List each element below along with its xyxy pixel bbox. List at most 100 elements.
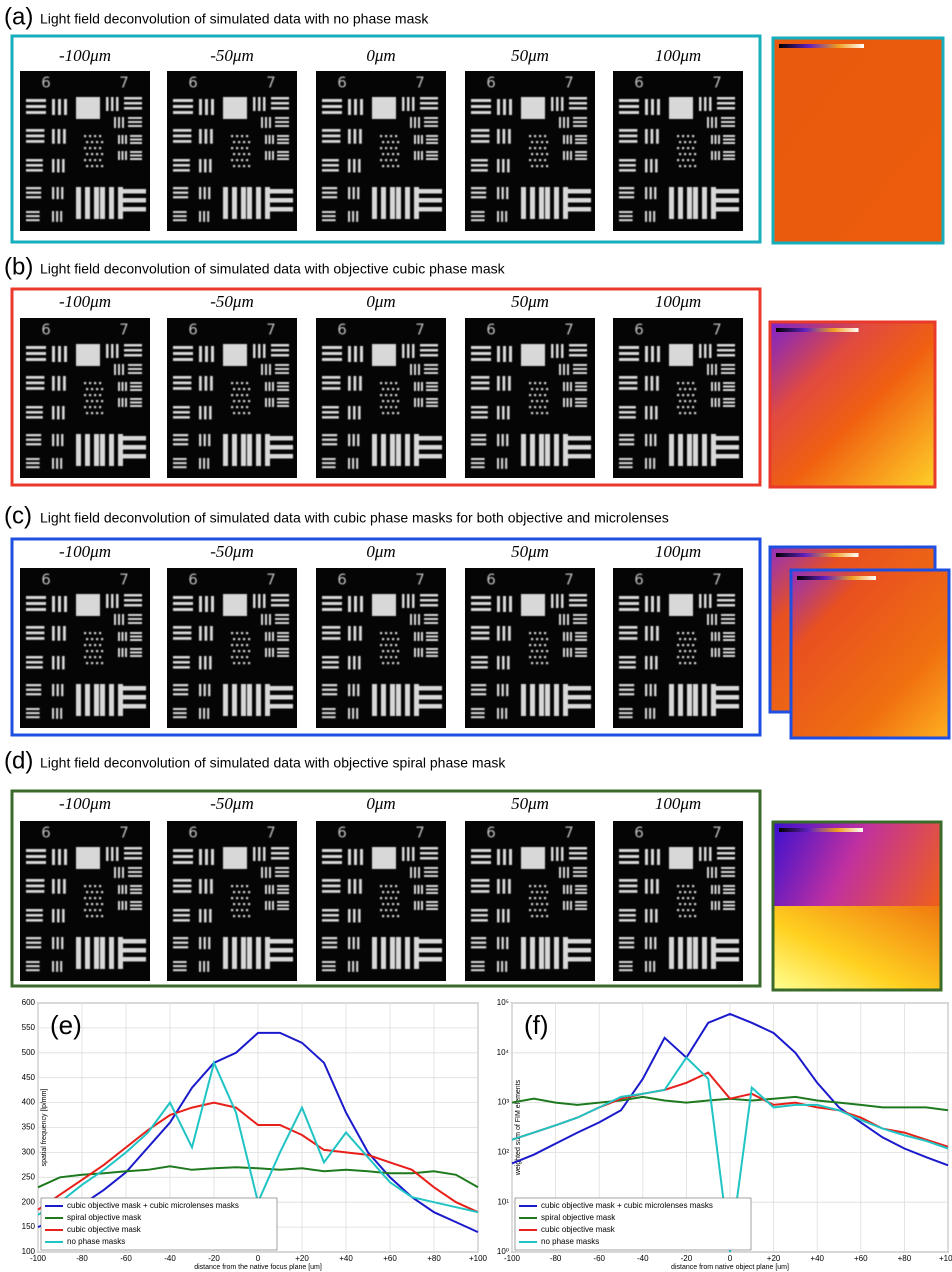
bar-pattern [503,849,506,865]
dot-pattern [241,406,243,408]
dot-pattern [534,159,536,161]
bar-pattern [718,135,720,144]
dot-pattern [541,400,543,402]
dot-pattern [246,147,248,149]
dot-pattern [679,388,681,390]
dot-pattern [529,159,531,161]
bar-pattern [717,344,735,347]
target-image: 67 [465,71,595,231]
bar-pattern [711,398,713,407]
bar-pattern [357,434,359,446]
bar-pattern [199,406,202,419]
bar-pattern [130,632,142,634]
dot-pattern [395,394,397,396]
bar-pattern [26,196,41,198]
target-label: 6 [486,74,496,92]
bar-pattern [471,196,486,198]
bar-pattern [57,684,59,696]
target-label: 7 [564,571,574,589]
dot-pattern [536,141,538,143]
dot-pattern [687,897,689,899]
dot-pattern [397,891,399,893]
bar-pattern [723,386,735,388]
bar-pattern [322,656,339,659]
bar-pattern [471,849,491,852]
bar-pattern [471,969,485,971]
bar-pattern [26,187,41,189]
dot-pattern [687,382,689,384]
dot-pattern [689,412,691,414]
target-label: 6 [634,74,644,92]
dot-pattern [689,891,691,893]
bar-pattern [124,349,142,352]
bar-pattern [645,961,647,972]
dot-pattern [546,915,548,917]
dot-pattern [380,656,382,658]
bar-pattern [654,937,656,949]
bar-pattern [204,684,206,696]
bar-pattern [507,656,510,669]
bar-pattern [567,117,569,128]
bar-pattern [569,344,587,347]
bar-pattern [414,364,416,375]
bar-pattern [322,969,336,971]
bar-pattern [122,948,146,953]
bar-pattern [358,159,361,172]
dot-pattern [89,159,91,161]
target-label: 7 [415,571,425,589]
bar-pattern [208,187,210,199]
bar-pattern [570,648,572,657]
dot-pattern [246,656,248,658]
bar-pattern [372,937,377,969]
bar-pattern [26,855,46,858]
bar-pattern [650,434,652,446]
dot-pattern [101,412,103,414]
x-tick-label: 0 [728,1254,733,1263]
bar-pattern [619,637,637,640]
dot-pattern [677,644,679,646]
bar-pattern [205,376,208,391]
bar-pattern [687,434,692,466]
bar-pattern [348,406,351,419]
bar-pattern [545,684,550,716]
dot-pattern [236,644,238,646]
dot-pattern [382,388,384,390]
dot-pattern [689,638,691,640]
bar-pattern [723,889,735,891]
bar-pattern [173,111,193,114]
bar-pattern [52,626,55,641]
bar-pattern [322,890,340,893]
bar-pattern [539,187,544,219]
bar-pattern [26,376,44,379]
bar-pattern [199,458,201,469]
bar-pattern [57,937,59,949]
bar-pattern [619,961,633,963]
dot-pattern [387,662,389,664]
dot-pattern [397,388,399,390]
bar-pattern [501,961,503,972]
bar-pattern [275,614,289,616]
bar-pattern [721,368,735,370]
bar-pattern [359,376,362,391]
bar-pattern [702,187,707,219]
bar-pattern [471,135,489,138]
bar-pattern [26,608,46,611]
bar-pattern [258,847,261,861]
bar-pattern [619,352,639,355]
dot-pattern [91,915,93,917]
dot-pattern [395,382,397,384]
bar-pattern [322,879,340,882]
bar-pattern [412,847,415,861]
bar-pattern [122,648,124,657]
bar-pattern [205,346,208,362]
bar-pattern [122,151,124,160]
dot-pattern [385,885,387,887]
target-image: 67 [316,568,446,728]
bar-pattern [569,594,587,597]
dot-pattern [390,159,392,161]
bar-pattern [26,602,46,605]
dot-pattern [99,656,101,658]
bar-pattern [360,596,363,612]
bar-pattern [106,594,109,608]
dot-pattern [679,903,681,905]
